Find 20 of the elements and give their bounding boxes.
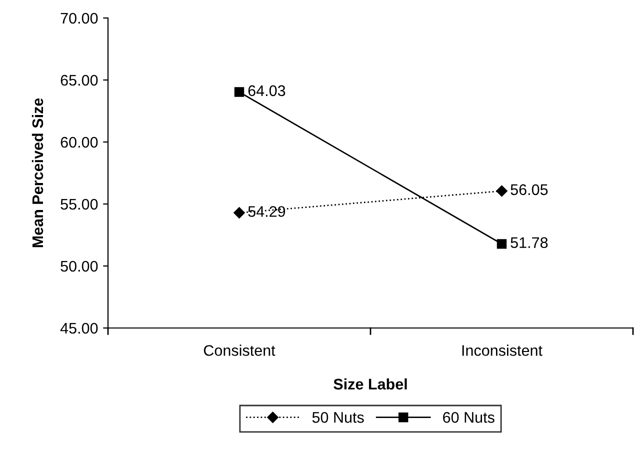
- point: [496, 239, 507, 249]
- data-label: 64.03: [248, 85, 286, 96]
- point: [496, 185, 508, 197]
- x-tick-label: Consistent: [204, 344, 276, 356]
- point: [234, 207, 245, 218]
- data-label: 51.78: [510, 237, 548, 248]
- y-tick-label: 65.00: [60, 74, 98, 86]
- x-tick-label: Inconsistent: [462, 344, 542, 356]
- point: [234, 87, 244, 97]
- y-tick-label: 50.00: [60, 260, 98, 272]
- y-tick-label: 55.00: [60, 198, 98, 210]
- data-label: 56.05: [510, 184, 548, 196]
- data-label: 54.29: [248, 206, 286, 217]
- y-axis-title: Mean Perceived Size: [32, 98, 44, 248]
- y-tick-label: 60.00: [60, 136, 98, 148]
- y-tick-label: 70.00: [60, 12, 98, 24]
- y-tick-label: 45.00: [60, 322, 98, 334]
- x-axis-title: Size Label: [334, 378, 407, 390]
- legend-label: 60 Nuts: [443, 412, 494, 423]
- legend-label: 50 Nuts: [312, 412, 364, 423]
